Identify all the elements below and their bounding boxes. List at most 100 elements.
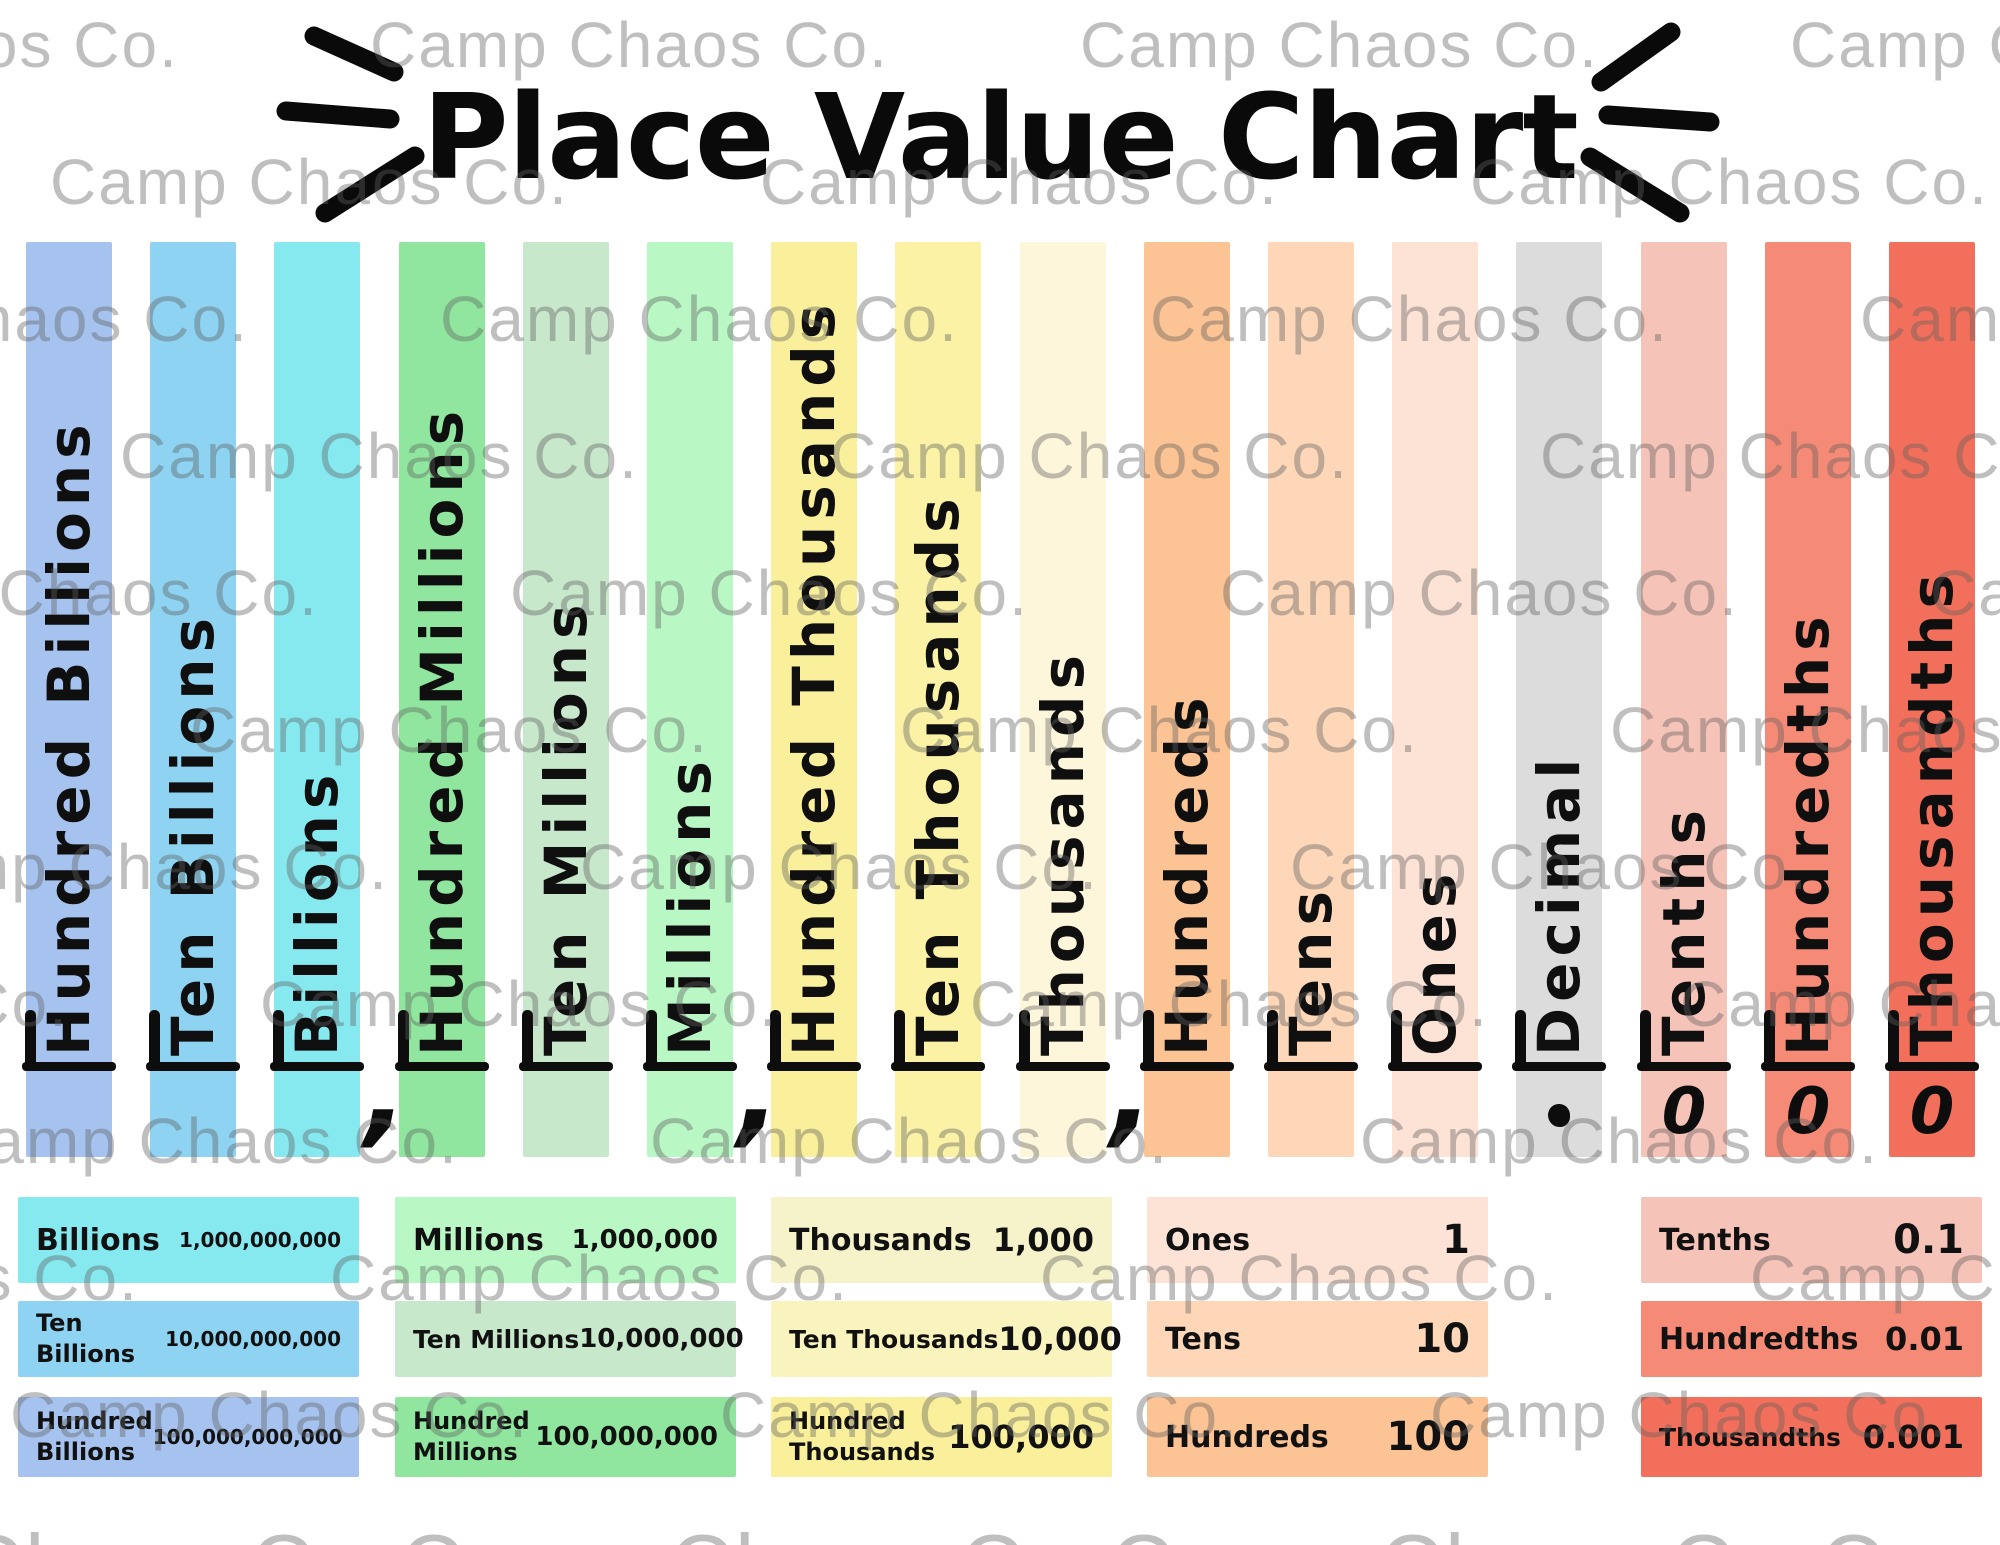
reference-box-label: Hundred Thousands (789, 1406, 936, 1466)
reference-box-value: 10,000 (998, 1320, 1122, 1358)
reference-box-value: 10,000,000,000 (165, 1327, 341, 1351)
answer-line-tick (1640, 1010, 1651, 1068)
zero-digit: 0 (1909, 1075, 1955, 1149)
column-label: Hundredths (1774, 610, 1842, 1056)
watermark-text: Camp Chaos Co. (400, 1515, 1103, 1545)
column-billions: Billions (270, 242, 364, 1157)
period-comma: , (737, 1025, 781, 1159)
column-bar (274, 242, 360, 1157)
reference-box-hundred-thousands: Hundred Thousands 100,000 (771, 1397, 1112, 1477)
reference-box-label: Tenths (1659, 1222, 1771, 1258)
answer-line-tick (522, 1010, 533, 1068)
answer-line-tick (894, 1010, 905, 1068)
answer-line (270, 1062, 364, 1071)
watermark-text: Camp Chaos Co. (0, 1515, 393, 1545)
answer-line (643, 1062, 737, 1071)
answer-line-tick (1267, 1010, 1278, 1068)
column-millions: Millions (643, 242, 737, 1157)
reference-box-tens: Tens 10 (1147, 1301, 1488, 1377)
page-title: Place Value Chart (422, 68, 1579, 206)
reference-box-value: 100 (1386, 1414, 1471, 1460)
title-accent-strokes (276, 22, 1720, 223)
answer-line-tick (1019, 1010, 1030, 1068)
column-label: Decimal (1525, 752, 1593, 1056)
reference-box-hundred-millions: Hundred Millions 100,000,000 (395, 1397, 736, 1477)
reference-box-label: Ten Billions (36, 1308, 136, 1368)
column-label: Ones (1401, 867, 1469, 1056)
column-bar (771, 242, 857, 1157)
reference-box-label: Tens (1165, 1321, 1242, 1357)
column-label: Hundred Millions (408, 404, 476, 1056)
reference-box-hundred-billions: Hundred Billions 100,000,000,000 (18, 1397, 359, 1477)
column-bar (1516, 242, 1602, 1157)
decimal-point (1548, 1104, 1570, 1127)
reference-box-millions: Millions 1,000,000 (395, 1197, 736, 1283)
column-label: Ten Billions (159, 611, 227, 1056)
answer-line (891, 1062, 985, 1071)
answer-line-tick (398, 1010, 409, 1068)
column-bar (150, 242, 236, 1157)
column-hundred-millions: Hundred Millions (395, 242, 489, 1157)
column-bar (1020, 242, 1106, 1157)
column-label: Ten Millions (532, 598, 600, 1056)
column-ones: Ones (1388, 242, 1482, 1157)
reference-box-value: 1 (1442, 1217, 1470, 1263)
reference-box-value: 0.01 (1885, 1320, 1964, 1358)
answer-line (1140, 1062, 1234, 1071)
answer-line (1512, 1062, 1606, 1071)
period-comma: , (364, 1025, 408, 1159)
column-bar (26, 242, 112, 1157)
column-label: Ten Thousands (904, 492, 972, 1056)
column-hundred-thousands: Hundred Thousands (767, 242, 861, 1157)
reference-box-value: 10 (1414, 1316, 1470, 1362)
reference-box-tenths: Tenths 0.1 (1641, 1197, 1982, 1283)
reference-box-value: 100,000,000 (535, 1422, 718, 1452)
answer-line (1885, 1062, 1979, 1071)
reference-box-value: 100,000 (948, 1418, 1094, 1456)
column-label: Hundreds (1153, 691, 1221, 1056)
accent-right-bottom (1580, 147, 1690, 223)
column-thousandths: Thousandths (1885, 242, 1979, 1157)
reference-box-label: Ten Millions (413, 1324, 580, 1354)
column-label: Tens (1277, 884, 1345, 1056)
answer-line-tick (1515, 1010, 1526, 1068)
column-bar (647, 242, 733, 1157)
column-label: Thousands (1029, 649, 1097, 1056)
reference-box-value: 0.1 (1893, 1217, 1964, 1263)
answer-line-tick (1391, 1010, 1402, 1068)
answer-line-tick (25, 1010, 36, 1068)
watermark-text: Camp Chaos Co. (1110, 1515, 1813, 1545)
column-decimal: Decimal (1512, 242, 1606, 1157)
column-tens: Tens (1264, 242, 1358, 1157)
column-bar (895, 242, 981, 1157)
answer-line (767, 1062, 861, 1071)
answer-line (22, 1062, 116, 1071)
column-label: Hundred Billions (35, 418, 103, 1056)
column-label: Hundred Thousands (780, 298, 848, 1056)
answer-line (1637, 1062, 1731, 1071)
column-tenths: Tenths (1637, 242, 1731, 1157)
answer-line-tick (770, 1010, 781, 1068)
reference-box-label: Hundreds (1165, 1419, 1329, 1455)
column-thousands: Thousands (1016, 242, 1110, 1157)
reference-box-thousands: Thousands 1,000 (771, 1197, 1112, 1283)
reference-box-hundreds: Hundreds 100 (1147, 1397, 1488, 1477)
column-label: Billions (283, 768, 351, 1056)
accent-left-bottom (315, 146, 425, 223)
column-bar (1765, 242, 1851, 1157)
column-ten-thousands: Ten Thousands (891, 242, 985, 1157)
accent-right-middle (1598, 105, 1720, 132)
reference-box-label: Hundred Millions (413, 1406, 530, 1466)
answer-line (1016, 1062, 1110, 1071)
answer-line-tick (273, 1010, 284, 1068)
answer-line (1761, 1062, 1855, 1071)
accent-left-middle (276, 101, 400, 129)
answer-line (1388, 1062, 1482, 1071)
reference-box-ones: Ones 1 (1147, 1197, 1488, 1283)
reference-box-ten-billions: Ten Billions 10,000,000,000 (18, 1301, 359, 1377)
column-label: Thousandths (1898, 567, 1966, 1056)
answer-line-tick (1764, 1010, 1775, 1068)
reference-box-value: 100,000,000,000 (152, 1425, 343, 1449)
column-bar (1144, 242, 1230, 1157)
